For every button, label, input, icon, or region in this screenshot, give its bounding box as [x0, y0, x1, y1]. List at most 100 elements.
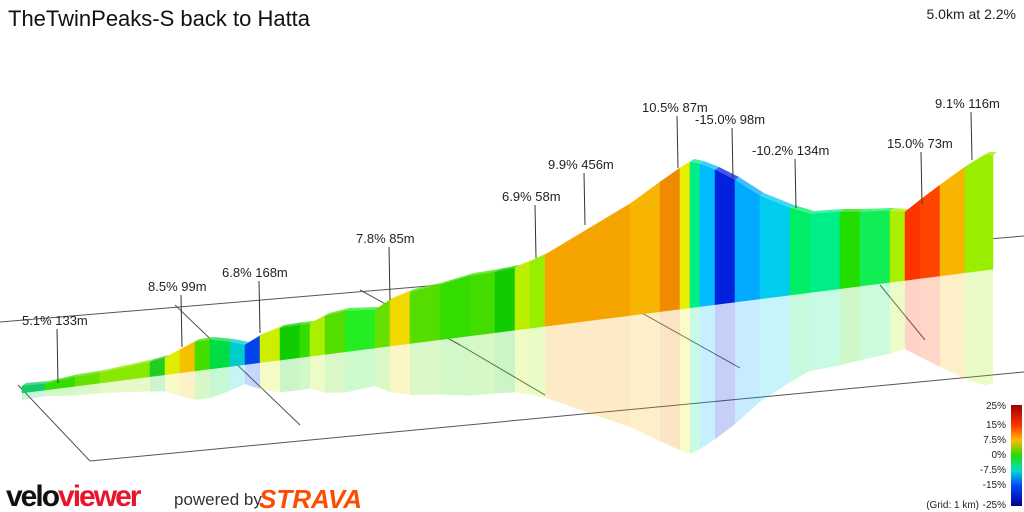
reflection-segment	[210, 366, 230, 399]
grid-note: (Grid: 1 km)	[926, 500, 979, 511]
profile-segment	[529, 254, 546, 329]
profile-top-surface	[735, 177, 764, 196]
reflection-segment	[760, 295, 790, 402]
grid-line	[454, 341, 546, 396]
profile-top-surface	[230, 339, 249, 345]
profile-top-surface	[410, 282, 444, 292]
reflection-segment	[230, 364, 245, 391]
reflection-segment	[690, 306, 700, 454]
reflection-segment	[890, 280, 905, 354]
climb-label: 10.5% 87m	[642, 100, 708, 115]
profile-top-surface	[345, 307, 379, 311]
powered-by-text: powered by	[174, 490, 262, 509]
profile-segment	[344, 309, 376, 353]
grade-legend: 25% 15% 7.5% 0% -7.5% -15% -25% (Grid: 1 km)	[926, 401, 1022, 511]
profile-top-surface	[940, 164, 969, 185]
profile-top-surface	[260, 325, 284, 336]
profile-top-surface	[390, 289, 414, 300]
profile-top-surface	[45, 374, 79, 384]
legend-tick: 15%	[986, 420, 1006, 431]
profile-segment	[939, 166, 966, 277]
legend-tick: -25%	[983, 500, 1006, 511]
legend-tick: -15%	[983, 480, 1006, 491]
reflection-segment	[680, 307, 690, 454]
profile-segment	[514, 261, 531, 331]
climb-leader-line	[676, 115, 679, 169]
profile-top-surface	[700, 161, 719, 170]
reflection-segment	[325, 351, 345, 393]
profile-reflection	[22, 269, 993, 454]
reflection-segment	[100, 376, 150, 394]
climb-leader-line	[794, 158, 797, 209]
climb-leader-line	[970, 111, 973, 161]
legend-tick: 25%	[986, 401, 1006, 412]
reflection-segment	[965, 270, 985, 386]
profile-segment	[699, 163, 716, 307]
profile-top-surface	[245, 333, 264, 345]
climb-label: -10.2% 134m	[752, 143, 829, 158]
veloviewer-logo[interactable]: veloviewer	[6, 480, 141, 512]
profile-segment	[324, 310, 346, 355]
profile-segment	[194, 339, 211, 372]
profile-segment	[209, 339, 231, 370]
profile-segment	[229, 341, 246, 367]
profile-segment	[299, 323, 311, 358]
profile-segment	[839, 211, 861, 289]
reflection-segment	[660, 309, 680, 451]
profile-segment	[714, 169, 736, 305]
profile-segment	[689, 161, 701, 309]
profile-segment	[984, 154, 994, 271]
reflection-segment	[310, 354, 325, 393]
reflection-segment	[345, 347, 375, 393]
legend-colorbar	[1011, 405, 1022, 506]
profile-top-surface	[985, 152, 997, 155]
profile-top-surface	[22, 381, 49, 386]
reflection-segment	[280, 357, 300, 393]
profile-segment	[389, 291, 411, 347]
profile-segment	[494, 267, 516, 333]
profile-segment	[789, 207, 811, 296]
profile-top-surface	[100, 359, 154, 373]
profile-segment	[904, 199, 921, 281]
climb-label: -15.0% 98m	[695, 112, 765, 127]
climb-label: 6.8% 168m	[222, 265, 288, 280]
reflection-segment	[75, 383, 100, 396]
profile-top-surface	[195, 337, 214, 342]
climb-leader-line	[258, 280, 261, 334]
reflection-segment	[840, 286, 860, 366]
climb-label: 15.0% 73m	[887, 136, 953, 151]
climb-leader-line	[180, 294, 183, 348]
profile-top-surface	[600, 201, 634, 222]
profile-top-surface	[660, 165, 684, 182]
climb-leader-line	[583, 172, 586, 226]
reflection-segment	[920, 275, 940, 367]
profile-top-surface	[890, 208, 909, 212]
strava-logo[interactable]: STRAVA	[259, 484, 363, 512]
profile-segment	[259, 327, 281, 363]
reflection-segment	[545, 319, 600, 417]
profile-top-surface	[440, 273, 474, 285]
grid-line	[879, 284, 926, 341]
profile-top-surface	[840, 209, 864, 212]
reflection-segment	[860, 282, 890, 361]
legend-tick: 7.5%	[983, 435, 1006, 446]
reflection-segment	[150, 374, 165, 392]
reflection-segment	[735, 298, 760, 425]
profile-top-surface	[300, 321, 314, 325]
profile-top-surface	[325, 308, 349, 316]
climb-leader-line	[388, 246, 391, 301]
reflection-segment	[245, 362, 260, 390]
legend-tick: -7.5%	[980, 465, 1006, 476]
profile-segment	[964, 154, 986, 274]
reflection-segment	[515, 328, 530, 395]
profile-top-surface	[905, 197, 924, 212]
reflection-segment	[715, 302, 735, 440]
profile-top-surface	[515, 259, 534, 268]
profile-top-surface	[545, 219, 604, 255]
profile-segment	[889, 210, 906, 283]
reflection-segment	[390, 343, 410, 396]
profile-top-surface	[210, 337, 234, 342]
reflection-segment	[180, 370, 195, 400]
reflection-segment	[530, 326, 545, 398]
